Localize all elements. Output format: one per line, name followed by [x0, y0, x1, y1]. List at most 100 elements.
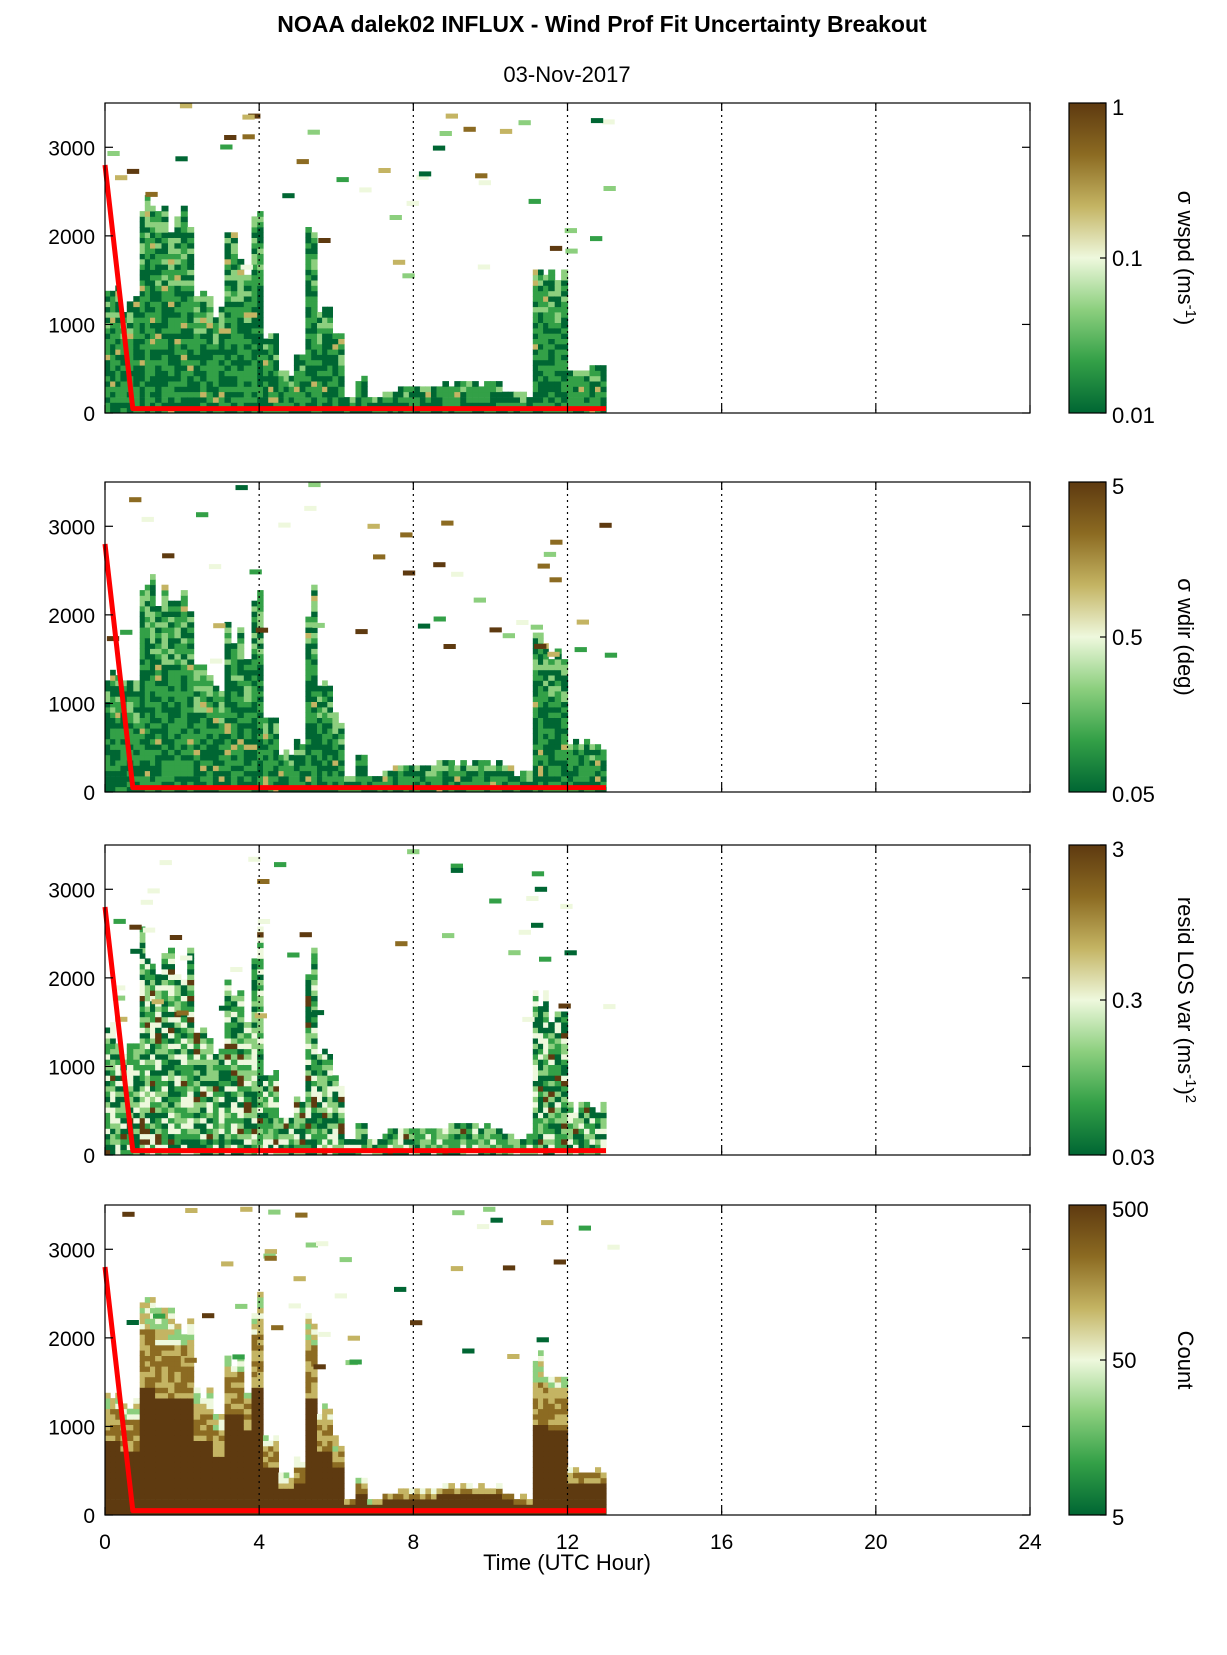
- heatmap-cell: [218, 354, 226, 361]
- heatmap-cell: [538, 1038, 544, 1044]
- heatmap-cell: [548, 1128, 556, 1135]
- heatmap-cell: [133, 354, 141, 361]
- heatmap-cell: [139, 1101, 146, 1108]
- heatmap-cell: [187, 232, 195, 238]
- heatmap-cell: [174, 754, 182, 761]
- heatmap-cell: [224, 1101, 232, 1108]
- heatmap-cell: [193, 365, 201, 371]
- heatmap-cell: [120, 1096, 128, 1103]
- heatmap-cell: [105, 733, 111, 740]
- heatmap-cell: [139, 1440, 146, 1447]
- heatmap-cell: [543, 1075, 549, 1081]
- heatmap-cell: [161, 1123, 169, 1129]
- heatmap-cell: [442, 402, 449, 409]
- heatmap-cell: [155, 1070, 163, 1076]
- heatmap-cell: [554, 359, 562, 366]
- heatmap-cell: [200, 375, 208, 382]
- heatmap-cell: [200, 664, 208, 671]
- heatmap-cell: [206, 1488, 214, 1495]
- heatmap-cell: [168, 984, 175, 991]
- heatmap-cell: [578, 1123, 585, 1129]
- heatmap-cell: [237, 391, 245, 398]
- heatmap-cell: [161, 1032, 169, 1039]
- heatmap-cell: [243, 301, 253, 308]
- heatmap-cell: [283, 391, 290, 398]
- heatmap-cell: [305, 1022, 312, 1028]
- heatmap-cell: [230, 1101, 238, 1108]
- heatmap-cell: [155, 269, 163, 276]
- heatmap-cell: [180, 397, 188, 403]
- heatmap-cell: [139, 974, 146, 980]
- heatmap-cell: [206, 1038, 214, 1044]
- heatmap-cell: [168, 1414, 175, 1420]
- heatmap-cell: [293, 375, 301, 382]
- heatmap-cell: [168, 1382, 175, 1388]
- heatmap-cell: [554, 1016, 562, 1023]
- heatmap-cell: [120, 765, 128, 772]
- heatmap-cell: [180, 1440, 188, 1447]
- heatmap-cell: [367, 523, 380, 529]
- heatmap-cell: [332, 765, 339, 772]
- heatmap-cell: [187, 1123, 195, 1129]
- heatmap-cell: [332, 370, 339, 377]
- heatmap-cell: [133, 717, 141, 724]
- heatmap-cell: [180, 1054, 188, 1060]
- heatmap-cell: [478, 776, 485, 782]
- heatmap-cell: [105, 1493, 111, 1500]
- heatmap-cell: [338, 391, 345, 398]
- heatmap-cell: [187, 1445, 195, 1452]
- heatmap-cell: [145, 191, 158, 197]
- heatmap-cell: [174, 258, 182, 265]
- heatmap-cell: [187, 744, 195, 750]
- heatmap-cell: [175, 156, 188, 162]
- heatmap-cell: [161, 1344, 169, 1351]
- heatmap-cell: [305, 1085, 312, 1092]
- heatmap-cell: [322, 1075, 328, 1081]
- heatmap-cell: [187, 1032, 195, 1039]
- heatmap-cell: [144, 984, 151, 991]
- heatmap-cell: [193, 1430, 201, 1436]
- heatmap-cell: [283, 776, 290, 782]
- heatmap-cell: [110, 1032, 116, 1039]
- heatmap-cell: [484, 397, 491, 403]
- heatmap-cell: [187, 691, 195, 697]
- heatmap-cell: [344, 781, 351, 788]
- heatmap-cell: [237, 1085, 245, 1092]
- heatmap-cell: [332, 1128, 339, 1135]
- heatmap-cell: [187, 1059, 195, 1065]
- heatmap-cell: [548, 765, 556, 772]
- heatmap-cell: [206, 1043, 214, 1050]
- heatmap-cell: [180, 296, 188, 302]
- heatmap-cell: [263, 1128, 269, 1135]
- heatmap-cell: [206, 1467, 214, 1473]
- heatmap-cell: [174, 707, 182, 713]
- heatmap-cell: [174, 1054, 182, 1060]
- heatmap-cell: [372, 397, 378, 403]
- heatmap-cell: [161, 306, 169, 313]
- heatmap-cell: [237, 1027, 245, 1034]
- heatmap-cell: [180, 274, 188, 281]
- heatmap-cell: [327, 707, 333, 713]
- heatmap-cell: [414, 770, 421, 777]
- heatmap-cell: [110, 1059, 116, 1065]
- heatmap-cell: [168, 338, 175, 345]
- heatmap-cell: [382, 776, 389, 782]
- heatmap-cell: [187, 616, 195, 623]
- heatmap-cell: [436, 402, 444, 409]
- heatmap-cell: [193, 749, 201, 756]
- heatmap-cell: [251, 1070, 258, 1076]
- heatmap-cell: [150, 248, 156, 254]
- heatmap-cell: [139, 253, 146, 260]
- heatmap-cell: [543, 717, 549, 724]
- heatmap-cell: [311, 749, 318, 756]
- heatmap-cell: [105, 1091, 111, 1097]
- heatmap-cell: [299, 1128, 306, 1135]
- heatmap-cell: [538, 1144, 544, 1151]
- heatmap-cell: [105, 1408, 111, 1415]
- heatmap-cell: [243, 696, 253, 702]
- heatmap-cell: [174, 733, 182, 740]
- heatmap-cell: [115, 1101, 121, 1108]
- heatmap-cell: [218, 1123, 226, 1129]
- heatmap-cell: [257, 733, 264, 740]
- heatmap-cell: [150, 237, 156, 244]
